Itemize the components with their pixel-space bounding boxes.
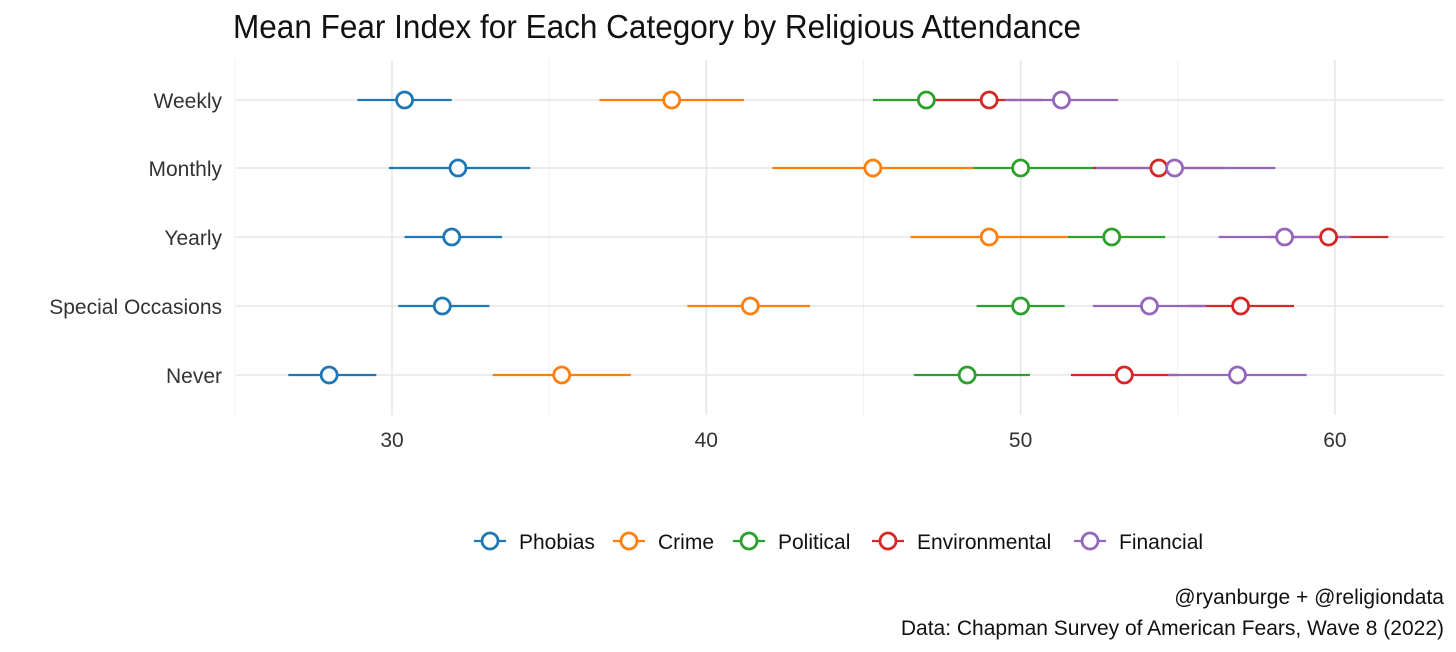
- legend-label: Environmental: [917, 531, 1051, 554]
- data-point-environmental: [1149, 158, 1169, 178]
- x-tick-label: 60: [1323, 429, 1346, 452]
- legend-item-financial: Financial: [1074, 531, 1203, 554]
- chart-title: Mean Fear Index for Each Category by Rel…: [233, 8, 1081, 45]
- data-point-crime: [863, 158, 883, 178]
- legend-item-political: Political: [733, 531, 850, 554]
- data-point-political: [916, 90, 936, 110]
- data-point-financial: [1052, 90, 1071, 110]
- data-point-financial: [1165, 158, 1185, 178]
- caption-line-1: @ryanburge + @religiondata: [1174, 586, 1444, 609]
- legend-key-point: [878, 531, 898, 551]
- y-tick-label: Never: [166, 365, 222, 388]
- data-point-financial: [1275, 227, 1295, 247]
- legend-key-point: [739, 531, 759, 551]
- data-point-political: [1011, 296, 1030, 316]
- x-tick-label: 30: [380, 429, 403, 452]
- data-point-phobias: [448, 158, 468, 178]
- data-point-crime: [662, 90, 682, 110]
- x-tick-label: 40: [695, 429, 718, 452]
- data-point-political: [957, 365, 977, 385]
- legend-label: Phobias: [519, 531, 595, 554]
- data-point-financial: [1140, 296, 1159, 316]
- x-axis-labels: 30 40 50 60: [380, 429, 1346, 452]
- data-point-environmental: [979, 90, 999, 110]
- legend-item-phobias: Phobias: [474, 531, 595, 554]
- data-point-phobias: [319, 365, 339, 385]
- legend-key-point: [1080, 531, 1100, 551]
- data-point-crime: [740, 296, 760, 316]
- legend-key-point: [619, 531, 639, 551]
- data-point-crime: [979, 227, 999, 247]
- x-tick-label: 50: [1009, 429, 1032, 452]
- legend-item-environmental: Environmental: [872, 531, 1051, 554]
- data-point-phobias: [442, 227, 462, 247]
- data-marks: [288, 90, 1389, 385]
- legend: Phobias Crime Political Environmental Financ…: [474, 531, 1203, 554]
- data-point-environmental: [1231, 296, 1251, 316]
- y-axis-labels: Weekly Monthly Yearly Special Occasions Neve…: [49, 90, 222, 388]
- legend-label: Financial: [1119, 531, 1203, 554]
- data-point-crime: [552, 365, 572, 385]
- data-point-environmental: [1319, 227, 1339, 247]
- data-point-financial: [1228, 365, 1247, 385]
- legend-label: Political: [778, 531, 850, 554]
- data-point-phobias: [395, 90, 414, 110]
- data-point-political: [1011, 158, 1030, 178]
- legend-item-crime: Crime: [613, 531, 714, 554]
- data-point-phobias: [432, 296, 452, 316]
- y-tick-label: Yearly: [164, 227, 222, 250]
- data-point-environmental: [1114, 365, 1134, 385]
- y-tick-label: Monthly: [148, 158, 222, 181]
- legend-key-point: [480, 531, 500, 551]
- y-tick-label: Weekly: [154, 90, 223, 113]
- data-point-political: [1102, 227, 1122, 247]
- caption-line-2: Data: Chapman Survey of American Fears, …: [901, 617, 1444, 640]
- y-tick-label: Special Occasions: [49, 296, 222, 319]
- legend-label: Crime: [658, 531, 714, 554]
